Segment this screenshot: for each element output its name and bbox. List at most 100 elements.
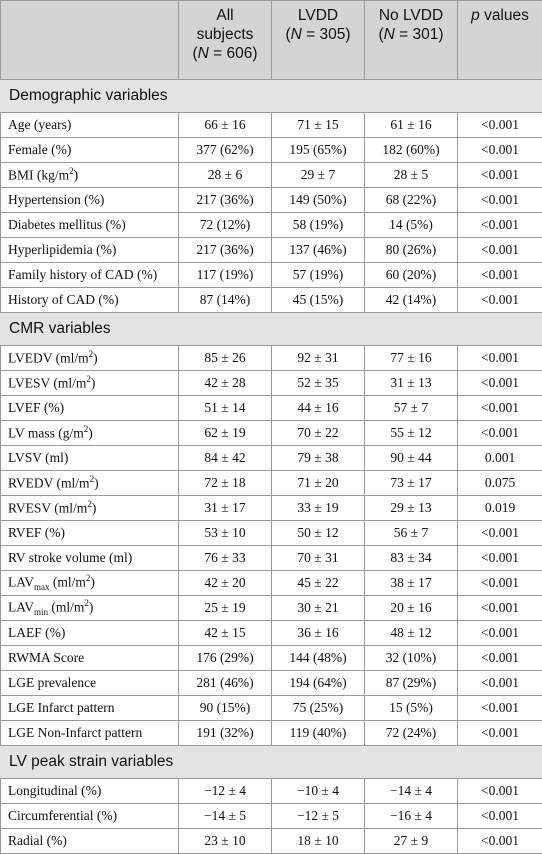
section-title: LV peak strain variables [1,746,542,779]
lvdd-cell: 79 ± 38 [272,446,365,471]
header-all-line2: subjects [182,25,268,44]
all-subjects-cell: −12 ± 4 [179,779,272,804]
p-value-cell: <0.001 [458,829,542,854]
header-p-values: p values [458,1,542,80]
p-value-cell: <0.001 [458,396,542,421]
table-row: Hypertension (%)217 (36%)149 (50%)68 (22… [1,188,542,213]
p-value-cell: <0.001 [458,346,542,371]
header-all-n: (N = 606) [182,44,268,63]
no-lvdd-cell: −14 ± 4 [365,779,458,804]
lvdd-cell: 71 ± 20 [272,471,365,496]
p-value-cell: <0.001 [458,671,542,696]
section-header-row: LV peak strain variables [1,746,542,779]
variable-cell: Female (%) [1,138,179,163]
all-subjects-cell: 217 (36%) [179,238,272,263]
no-lvdd-cell: −16 ± 4 [365,804,458,829]
all-subjects-cell: 23 ± 10 [179,829,272,854]
p-value-cell: <0.001 [458,596,542,621]
all-subjects-cell: 191 (32%) [179,721,272,746]
variable-cell: LVESV (ml/m2) [1,371,179,396]
header-variable [1,1,179,80]
table-row: Female (%)377 (62%)195 (65%)182 (60%)<0.… [1,138,542,163]
lvdd-cell: 45 (15%) [272,288,365,313]
table-row: Circumferential (%)−14 ± 5−12 ± 5−16 ± 4… [1,804,542,829]
lvdd-cell: 44 ± 16 [272,396,365,421]
no-lvdd-cell: 87 (29%) [365,671,458,696]
header-nolvdd-n: (N = 301) [368,25,454,44]
no-lvdd-cell: 27 ± 9 [365,829,458,854]
p-value-cell: <0.001 [458,621,542,646]
all-subjects-cell: 85 ± 26 [179,346,272,371]
p-value-cell: <0.001 [458,546,542,571]
no-lvdd-cell: 55 ± 12 [365,421,458,446]
all-subjects-cell: 72 ± 18 [179,471,272,496]
variable-cell: LAVmin (ml/m2) [1,596,179,621]
p-value-cell: <0.001 [458,571,542,596]
lvdd-cell: −10 ± 4 [272,779,365,804]
all-subjects-cell: 31 ± 17 [179,496,272,521]
variable-cell: LVEF (%) [1,396,179,421]
all-subjects-cell: 42 ± 15 [179,621,272,646]
no-lvdd-cell: 29 ± 13 [365,496,458,521]
no-lvdd-cell: 38 ± 17 [365,571,458,596]
p-value-cell: <0.001 [458,421,542,446]
all-subjects-cell: 87 (14%) [179,288,272,313]
variable-cell: LV mass (g/m2) [1,421,179,446]
header-lvdd: LVDD (N = 305) [272,1,365,80]
no-lvdd-cell: 68 (22%) [365,188,458,213]
lvdd-cell: 92 ± 31 [272,346,365,371]
no-lvdd-cell: 90 ± 44 [365,446,458,471]
section-header-row: Demographic variables [1,80,542,113]
no-lvdd-cell: 182 (60%) [365,138,458,163]
no-lvdd-cell: 42 (14%) [365,288,458,313]
p-value-cell: <0.001 [458,696,542,721]
lvdd-cell: 75 (25%) [272,696,365,721]
all-subjects-cell: 217 (36%) [179,188,272,213]
lvdd-cell: 71 ± 15 [272,113,365,138]
p-value-cell: <0.001 [458,371,542,396]
no-lvdd-cell: 77 ± 16 [365,346,458,371]
no-lvdd-cell: 28 ± 5 [365,163,458,188]
header-all-line1: All [182,6,268,25]
no-lvdd-cell: 57 ± 7 [365,396,458,421]
p-value-cell: <0.001 [458,113,542,138]
p-value-cell: <0.001 [458,138,542,163]
variable-cell: LAVmax (ml/m2) [1,571,179,596]
variable-cell: LVSV (ml) [1,446,179,471]
table-row: Family history of CAD (%)117 (19%)57 (19… [1,263,542,288]
all-subjects-cell: 66 ± 16 [179,113,272,138]
table-row: History of CAD (%)87 (14%)45 (15%)42 (14… [1,288,542,313]
variable-cell: Family history of CAD (%) [1,263,179,288]
p-value-cell: <0.001 [458,646,542,671]
lvdd-cell: 57 (19%) [272,263,365,288]
all-subjects-cell: 176 (29%) [179,646,272,671]
header-p-italic: p [471,7,480,24]
all-subjects-cell: 42 ± 28 [179,371,272,396]
variable-cell: LGE prevalence [1,671,179,696]
section-title: Demographic variables [1,80,542,113]
variable-cell: History of CAD (%) [1,288,179,313]
p-value-cell: 0.019 [458,496,542,521]
header-p-rest: values [484,7,529,24]
variable-cell: BMI (kg/m2) [1,163,179,188]
lvdd-cell: 36 ± 16 [272,621,365,646]
no-lvdd-cell: 83 ± 34 [365,546,458,571]
p-value-cell: <0.001 [458,188,542,213]
variable-cell: LGE Infarct pattern [1,696,179,721]
no-lvdd-cell: 72 (24%) [365,721,458,746]
header-nolvdd-line1: No LVDD [368,6,454,25]
lvdd-cell: 50 ± 12 [272,521,365,546]
p-value-cell: <0.001 [458,238,542,263]
no-lvdd-cell: 20 ± 16 [365,596,458,621]
